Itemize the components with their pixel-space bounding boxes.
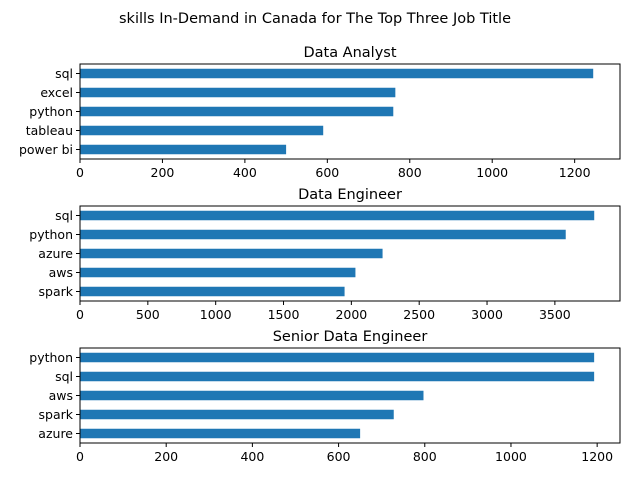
y-tick-label: sql bbox=[55, 208, 73, 223]
axes-frame bbox=[79, 347, 621, 444]
x-tick-label: 1200 bbox=[581, 449, 613, 464]
y-tick-label: power bi bbox=[19, 142, 73, 157]
x-tick-label: 1000 bbox=[495, 449, 527, 464]
bar-aws bbox=[80, 267, 356, 278]
y-tick-label: azure bbox=[38, 426, 73, 441]
bar-azure bbox=[80, 428, 361, 439]
bar-sql bbox=[80, 68, 594, 79]
subplot-title: Senior Data Engineer bbox=[273, 329, 428, 345]
subplot-1: Data Analyst sql excel python tableau power b… bbox=[19, 45, 621, 180]
x-tick-label: 2500 bbox=[403, 307, 435, 322]
y-tick-label: python bbox=[29, 350, 73, 365]
x-tick-label: 3000 bbox=[471, 307, 503, 322]
bar-spark bbox=[80, 286, 345, 297]
bar-python bbox=[80, 352, 595, 363]
x-tick-label: 1000 bbox=[476, 165, 508, 180]
bar-sql bbox=[80, 371, 595, 382]
bar-python bbox=[80, 229, 566, 240]
bar-spark bbox=[80, 409, 394, 420]
bar-power-bi bbox=[80, 144, 287, 155]
y-tick-label: python bbox=[29, 104, 73, 119]
bar-aws bbox=[80, 390, 424, 401]
y-tick-label: aws bbox=[49, 388, 73, 403]
x-tick-label: 0 bbox=[76, 449, 84, 464]
y-tick-label: sql bbox=[55, 369, 73, 384]
y-tick-label: azure bbox=[38, 246, 73, 261]
x-tick-label: 2000 bbox=[335, 307, 367, 322]
x-tick-label: 200 bbox=[151, 165, 175, 180]
x-tick-label: 800 bbox=[413, 449, 437, 464]
x-tick-label: 500 bbox=[136, 307, 160, 322]
x-tick-label: 1500 bbox=[268, 307, 300, 322]
axes-frame bbox=[79, 63, 621, 160]
y-tick-label: aws bbox=[49, 265, 73, 280]
x-tick-label: 800 bbox=[398, 165, 422, 180]
subplot-3: Senior Data Engineer python sql aws spark azu… bbox=[29, 329, 621, 464]
x-tick-label: 200 bbox=[154, 449, 178, 464]
x-tick-label: 3500 bbox=[539, 307, 571, 322]
y-tick-label: spark bbox=[39, 284, 74, 299]
bar-sql bbox=[80, 210, 595, 221]
subplot-title: Data Analyst bbox=[303, 45, 396, 61]
bar-excel bbox=[80, 87, 396, 98]
y-tick-label: tableau bbox=[26, 123, 73, 138]
y-tick-label: excel bbox=[40, 85, 73, 100]
x-tick-label: 0 bbox=[76, 165, 84, 180]
x-tick-label: 400 bbox=[240, 449, 264, 464]
y-tick-label: python bbox=[29, 227, 73, 242]
bar-azure bbox=[80, 248, 383, 259]
x-tick-label: 1200 bbox=[559, 165, 591, 180]
bar-python bbox=[80, 106, 394, 117]
y-tick-label: spark bbox=[39, 407, 74, 422]
bar-tableau bbox=[80, 125, 324, 136]
axes-frame bbox=[79, 205, 621, 302]
figure-suptitle: skills In-Demand in Canada for The Top T… bbox=[119, 11, 511, 27]
x-tick-label: 0 bbox=[76, 307, 84, 322]
subplot-title: Data Engineer bbox=[298, 187, 402, 203]
x-tick-label: 400 bbox=[233, 165, 257, 180]
x-tick-label: 1000 bbox=[200, 307, 232, 322]
x-tick-label: 600 bbox=[327, 449, 351, 464]
y-tick-label: sql bbox=[55, 66, 73, 81]
x-tick-label: 600 bbox=[315, 165, 339, 180]
